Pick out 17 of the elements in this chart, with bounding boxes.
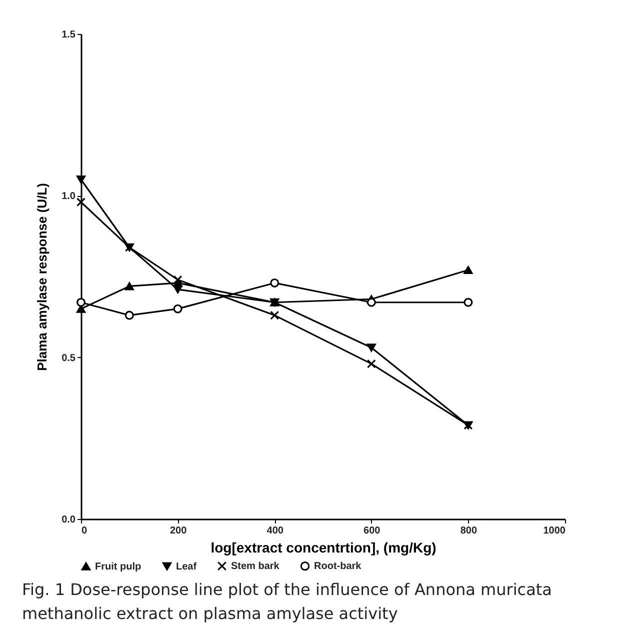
x-axis-title: log[extract concentrtion], (mg/Kg) bbox=[210, 540, 436, 556]
y-tick-label: 1.0 bbox=[62, 191, 76, 202]
caption: Fig. 1 Dose-response line plot of the influence of Annona muricata methanolic extract on plasma amylase activity bbox=[22, 579, 553, 625]
legend-label: Leaf bbox=[176, 561, 198, 572]
y-axis-title: Plama amylase response (U/L) bbox=[34, 183, 50, 371]
x-tick-label: 400 bbox=[266, 526, 284, 536]
y-tick-label: 0.5 bbox=[62, 352, 76, 364]
x-tick-label: 200 bbox=[170, 526, 188, 536]
y-tick-label: 1.5 bbox=[62, 30, 76, 40]
x-tick-label: 600 bbox=[364, 526, 381, 536]
x-tick-label: 0 bbox=[82, 526, 88, 536]
legend-label: Fruit pulp bbox=[95, 561, 142, 572]
legend-label: Root-bark bbox=[314, 561, 362, 572]
x-tick-label: 800 bbox=[460, 526, 478, 536]
x-tick-label: 1000 bbox=[543, 526, 566, 536]
y-tick-label: 0.0 bbox=[62, 514, 76, 526]
legend-label: Stem bark bbox=[231, 561, 280, 572]
